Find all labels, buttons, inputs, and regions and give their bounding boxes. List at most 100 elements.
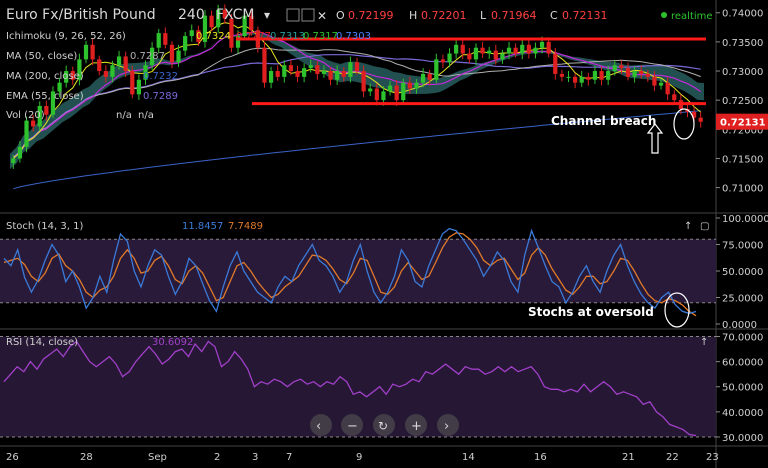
close-label: C (550, 9, 558, 22)
scroll-right-button[interactable] (437, 414, 459, 436)
candle-body (216, 9, 221, 28)
candle-body (645, 73, 650, 77)
arrow-up-icon (646, 123, 664, 154)
candle-body (533, 47, 538, 54)
candle-body (665, 82, 670, 95)
ma50-value: 0.7287 (130, 51, 165, 62)
candle-body (90, 44, 95, 60)
candle-body (480, 47, 485, 54)
volume-label[interactable]: Vol (20) (6, 110, 45, 121)
stoch-k-value: 11.8457 (182, 221, 223, 232)
zoom-in-button[interactable] (405, 414, 427, 436)
ema55-label[interactable]: EMA (55, close) (6, 91, 84, 102)
ma50-label[interactable]: MA (50, close) (6, 51, 77, 62)
candle-body (387, 85, 393, 92)
candle-body (189, 30, 194, 37)
candle-body (579, 76, 584, 83)
candle-body (566, 76, 571, 78)
x-axis-tick-label: 16 (534, 452, 547, 463)
gear-icon[interactable] (301, 8, 315, 22)
candle-body (130, 71, 135, 95)
refresh-icon: ↻ (378, 419, 388, 433)
rsi-axis-tick-label: 50.0000 (722, 383, 763, 394)
candle-body (493, 50, 498, 60)
candle-body (348, 62, 353, 77)
chevron-left-icon: ‹ (316, 419, 321, 434)
candle-body (249, 15, 254, 31)
candle-body (592, 71, 598, 80)
candle-body (414, 82, 419, 89)
candle-body (526, 44, 531, 54)
price-axis-tick-label: 0.74000 (722, 9, 763, 20)
candle-body (110, 65, 115, 77)
candle-body (401, 82, 406, 101)
oversold-circle-marker (664, 292, 690, 328)
x-axis-tick-label: 3 (252, 452, 258, 463)
ma200-value: 0.7232 (143, 71, 178, 82)
eye-icon[interactable] (286, 8, 300, 22)
maximize-icon[interactable]: ▢ (700, 221, 709, 232)
candle-body (295, 71, 300, 77)
candle-body (288, 65, 294, 72)
candle-body (394, 85, 399, 101)
scroll-left-button[interactable] (310, 414, 332, 436)
rsi-axis-tick-label: 40.0000 (722, 408, 763, 419)
stoch-axis-tick-label: 75.0000 (722, 241, 763, 252)
candle-body (625, 68, 631, 77)
rsi-label[interactable]: RSI (14, close) (6, 337, 78, 348)
symbol-title[interactable]: Euro Fx/British Pound (6, 7, 156, 23)
candle-body (691, 111, 697, 118)
candle-body (354, 62, 360, 72)
candle-body (553, 53, 558, 74)
stoch-k-line (3, 227, 697, 315)
candle-body (17, 146, 23, 159)
move-up-icon[interactable]: ↑ (684, 221, 692, 232)
candle-body (235, 36, 241, 48)
candle-body (123, 56, 128, 72)
candle-body (183, 36, 188, 51)
candle-body (500, 53, 505, 60)
candle-body (513, 47, 518, 54)
reset-button[interactable] (373, 414, 395, 436)
realtime-label: realtime (671, 11, 713, 22)
candle-body (454, 44, 459, 54)
maximize-rsi-icon[interactable]: ↑ (700, 337, 708, 348)
candle-body (136, 79, 142, 95)
stoch-axis-tick-label: 100.0000 (722, 214, 768, 225)
interval-label[interactable]: 240 (178, 7, 205, 23)
candle-body (242, 15, 247, 37)
ma200-label[interactable]: MA (200, close) (6, 71, 84, 82)
candle-body (440, 59, 446, 63)
candle-body (143, 65, 148, 80)
zoom-out-button[interactable] (341, 414, 363, 436)
chevron-down-icon[interactable]: ▾ (264, 8, 270, 22)
price-axis-tick-label: 0.72500 (722, 96, 763, 107)
candle-body (473, 47, 479, 60)
candle-body (698, 117, 703, 122)
candle-body (506, 47, 512, 54)
candle-body (97, 59, 102, 72)
open-value: 0.72199 (348, 9, 394, 22)
candle-body (268, 71, 274, 83)
zoom-controls: ‹ − ↻ + › (310, 414, 459, 436)
candle-body (539, 41, 545, 48)
stoch-label[interactable]: Stoch (14, 3, 1) (6, 221, 83, 232)
indicator-legend: Ichimoku (9, 26, 52, 26) 0.7324 0.7277 0… (6, 31, 371, 348)
x-axis-tick-label: 21 (622, 452, 635, 463)
price-axis-tick-label: 0.72000 (722, 125, 763, 136)
candle-body (368, 88, 373, 92)
ichimoku-label[interactable]: Ichimoku (9, 26, 52, 26) (6, 31, 126, 42)
candle-body (420, 73, 426, 83)
ichimoku-spanB-value: 0.7303 (336, 31, 371, 42)
candle-body (77, 59, 82, 80)
candle-body (586, 76, 591, 80)
x-axis-tick-label: 28 (80, 452, 93, 463)
close-icon[interactable]: ✕ (317, 9, 327, 23)
candle-body (57, 82, 62, 92)
ichimoku-kijun-value: 0.7277 (236, 31, 271, 42)
stoch-axis-tick-label: 0.0000 (722, 320, 757, 331)
rsi-value: 30.6092 (152, 337, 193, 348)
volume-value-1: n/a (116, 110, 132, 121)
x-axis-tick-label: 22 (666, 452, 679, 463)
